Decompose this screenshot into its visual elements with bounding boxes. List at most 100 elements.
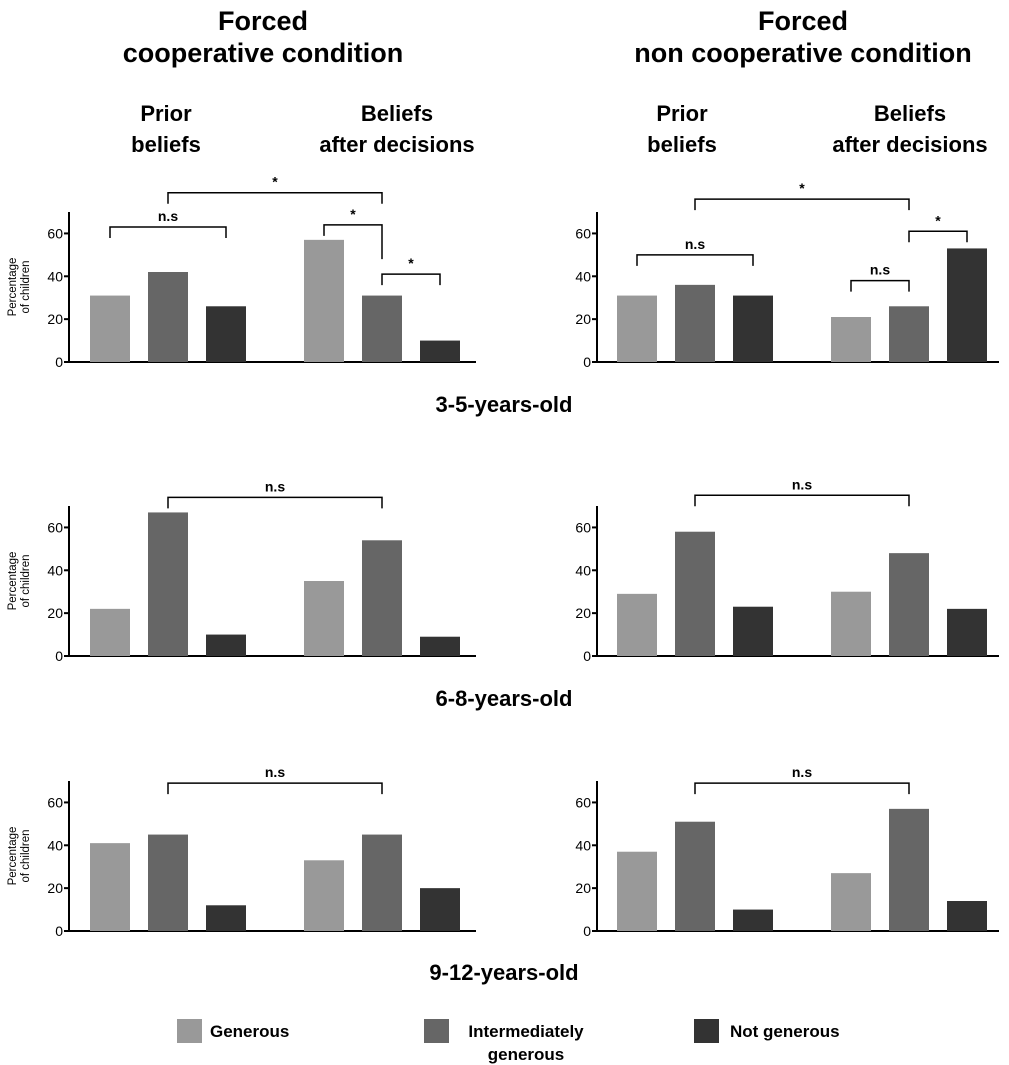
row-6-8-coop-significance-bracket-1	[167, 496, 383, 509]
row-3-5-noncoop-bar-prior-generous	[617, 295, 657, 362]
row-9-12-coop-bar-after-not-generous	[420, 888, 460, 931]
row-3-5-noncoop-y-tick-label-40: 40	[575, 268, 591, 284]
column-title-left-line-1: Forced	[218, 6, 308, 36]
row-9-12-noncoop-y-tick-label-0: 0	[583, 923, 591, 939]
row-9-12-coop-bar-prior-intermediately-generous	[148, 834, 188, 931]
subtitle-left-prior-line-1: Prior	[140, 101, 192, 126]
row-6-8-noncoop-bar-prior-not-generous	[733, 606, 773, 656]
column-title-right-line-2: non cooperative condition	[634, 38, 972, 68]
row-6-8-coop-y-axis-label-line-1: Percentage	[7, 552, 19, 611]
row-3-5-coop-bar-after-intermediately-generous	[362, 295, 402, 362]
subtitle-left-after-line-2: after decisions	[319, 132, 474, 157]
column-title-left-line-2: cooperative condition	[123, 38, 404, 68]
row-9-12-noncoop-y-tick-label-60: 60	[575, 794, 591, 810]
legend-swatch-intermediately-generous	[424, 1019, 449, 1043]
row-9-12-noncoop-bar-prior-intermediately-generous	[675, 821, 715, 931]
row-9-12-coop-bar-prior-not-generous	[206, 905, 246, 931]
row-6-8-coop-bar-prior-generous	[90, 608, 130, 656]
row-3-5-coop-significance-bracket-4	[381, 273, 441, 286]
row-3-5-noncoop-significance-bracket-4	[850, 279, 910, 292]
row-3-5-noncoop-bar-after-intermediately-generous	[889, 306, 929, 362]
row-3-5-coop-y-tick-label-0: 0	[55, 354, 63, 370]
row-9-12-noncoop-bar-after-intermediately-generous	[889, 808, 929, 931]
row-3-5-coop-bar-prior-not-generous	[206, 306, 246, 362]
subtitles-left: Prior beliefs Beliefs after decisions	[131, 101, 474, 157]
row-6-8-coop-y-axis-label-line-2: of children	[20, 554, 32, 607]
row-9-12-coop-y-axis-label-line-2: of children	[20, 829, 32, 882]
row-9-12-coop-significance-bracket-1	[167, 782, 383, 795]
row-6-8-coop-bar-after-not-generous	[420, 636, 460, 656]
row-9-12-noncoop-significance-label-1: n.s	[792, 764, 812, 780]
chart-6-8-forced-non-cooperative: 0 20 40 60 n.s	[575, 476, 999, 664]
chart-9-12-forced-non-cooperative: 0 20 40 60 n.s	[575, 764, 999, 939]
row-6-8-coop-y-tick-label-40: 40	[47, 562, 63, 578]
legend-label-not-generous: Not generous	[730, 1022, 840, 1041]
column-title-right-line-1: Forced	[758, 6, 848, 36]
row-9-12-noncoop-bar-prior-not-generous	[733, 909, 773, 931]
row-9-12-noncoop-bar-after-not-generous	[947, 901, 987, 931]
row-3-5-noncoop-bar-after-not-generous	[947, 248, 987, 362]
row-6-8-coop-y-tick-label-0: 0	[55, 648, 63, 664]
row-3-5-coop-y-axis-label-line-2: of children	[20, 260, 32, 313]
row-6-8-noncoop-bar-prior-generous	[617, 593, 657, 656]
row-3-5-coop-bar-prior-intermediately-generous	[148, 272, 188, 362]
row-3-5-noncoop-significance-label-3: *	[935, 212, 941, 228]
row-9-12-coop-bar-after-intermediately-generous	[362, 834, 402, 931]
row-3-5-noncoop-bar-after-generous	[831, 317, 871, 362]
subtitle-right-prior-line-1: Prior	[656, 101, 708, 126]
row-6-8-coop-significance-label-1: n.s	[265, 478, 285, 494]
row-6-8-coop-bar-after-generous	[304, 581, 344, 656]
age-label-3-5: 3-5-years-old	[436, 392, 573, 417]
row-3-5-coop-significance-label-1: n.s	[158, 208, 178, 224]
row-3-5-coop-y-axis-label-line-1: Percentage	[7, 258, 19, 317]
row-6-8-coop-y-tick-label-60: 60	[47, 519, 63, 535]
row-9-12-noncoop-y-tick-label-40: 40	[575, 837, 591, 853]
row-3-5-noncoop-significance-label-4: n.s	[870, 262, 890, 278]
column-title-right: Forced non cooperative condition	[634, 6, 972, 68]
row-3-5-noncoop-y-tick-label-20: 20	[575, 311, 591, 327]
row-3-5-noncoop-bar-prior-not-generous	[733, 295, 773, 362]
row-3-5-coop-bar-prior-generous	[90, 295, 130, 362]
subtitle-right-after-line-2: after decisions	[832, 132, 987, 157]
legend-label-intermediately-generous-line-1: Intermediately	[468, 1022, 584, 1041]
chart-3-5-forced-cooperative: 0 20 40 60 Percentage of children n.s * * *	[7, 174, 476, 370]
row-6-8-noncoop-y-tick-label-0: 0	[583, 648, 591, 664]
row-3-5-coop-y-tick-label-20: 20	[47, 311, 63, 327]
row-6-8-noncoop-bar-after-not-generous	[947, 608, 987, 656]
legend-swatch-generous	[177, 1019, 202, 1043]
legend-label-generous: Generous	[210, 1022, 289, 1041]
row-9-12-coop-bar-prior-generous	[90, 843, 130, 931]
row-3-5-noncoop-significance-bracket-2	[694, 198, 910, 211]
chart-9-12-forced-cooperative: 0 20 40 60 Percentage of children n.s	[7, 764, 476, 939]
row-3-5-coop-bar-after-not-generous	[420, 340, 460, 362]
row-3-5-coop-y-tick-label-40: 40	[47, 268, 63, 284]
legend-swatch-not-generous	[694, 1019, 719, 1043]
subtitle-left-after-line-1: Beliefs	[361, 101, 433, 126]
row-6-8-coop-bar-prior-not-generous	[206, 634, 246, 656]
row-6-8-noncoop-y-tick-label-40: 40	[575, 562, 591, 578]
row-9-12-coop-y-tick-label-40: 40	[47, 837, 63, 853]
legend: Generous Intermediately generous Not gen…	[177, 1019, 840, 1064]
column-title-left: Forced cooperative condition	[123, 6, 404, 68]
row-3-5-coop-significance-label-4: *	[408, 255, 414, 271]
row-6-8-noncoop-bar-prior-intermediately-generous	[675, 531, 715, 656]
row-6-8-noncoop-significance-label-1: n.s	[792, 476, 812, 492]
legend-label-intermediately-generous-line-2: generous	[488, 1045, 565, 1064]
row-6-8-coop-bar-after-intermediately-generous	[362, 540, 402, 656]
row-3-5-coop-significance-label-2: *	[272, 174, 278, 190]
row-3-5-noncoop-significance-bracket-3	[908, 230, 968, 243]
row-9-12-coop-y-tick-label-60: 60	[47, 794, 63, 810]
row-9-12-noncoop-y-tick-label-20: 20	[575, 880, 591, 896]
row-9-12-noncoop-bar-after-generous	[831, 873, 871, 931]
row-3-5-noncoop-y-tick-label-0: 0	[583, 354, 591, 370]
row-6-8-coop-y-tick-label-20: 20	[47, 605, 63, 621]
subtitles-right: Prior beliefs Beliefs after decisions	[647, 101, 987, 157]
row-6-8-noncoop-y-tick-label-60: 60	[575, 519, 591, 535]
row-3-5-coop-significance-bracket-3	[323, 224, 383, 260]
age-label-9-12: 9-12-years-old	[429, 960, 578, 985]
age-label-6-8: 6-8-years-old	[436, 686, 573, 711]
row-9-12-noncoop-significance-bracket-1	[694, 782, 910, 795]
row-9-12-coop-y-tick-label-20: 20	[47, 880, 63, 896]
row-9-12-coop-y-tick-label-0: 0	[55, 923, 63, 939]
